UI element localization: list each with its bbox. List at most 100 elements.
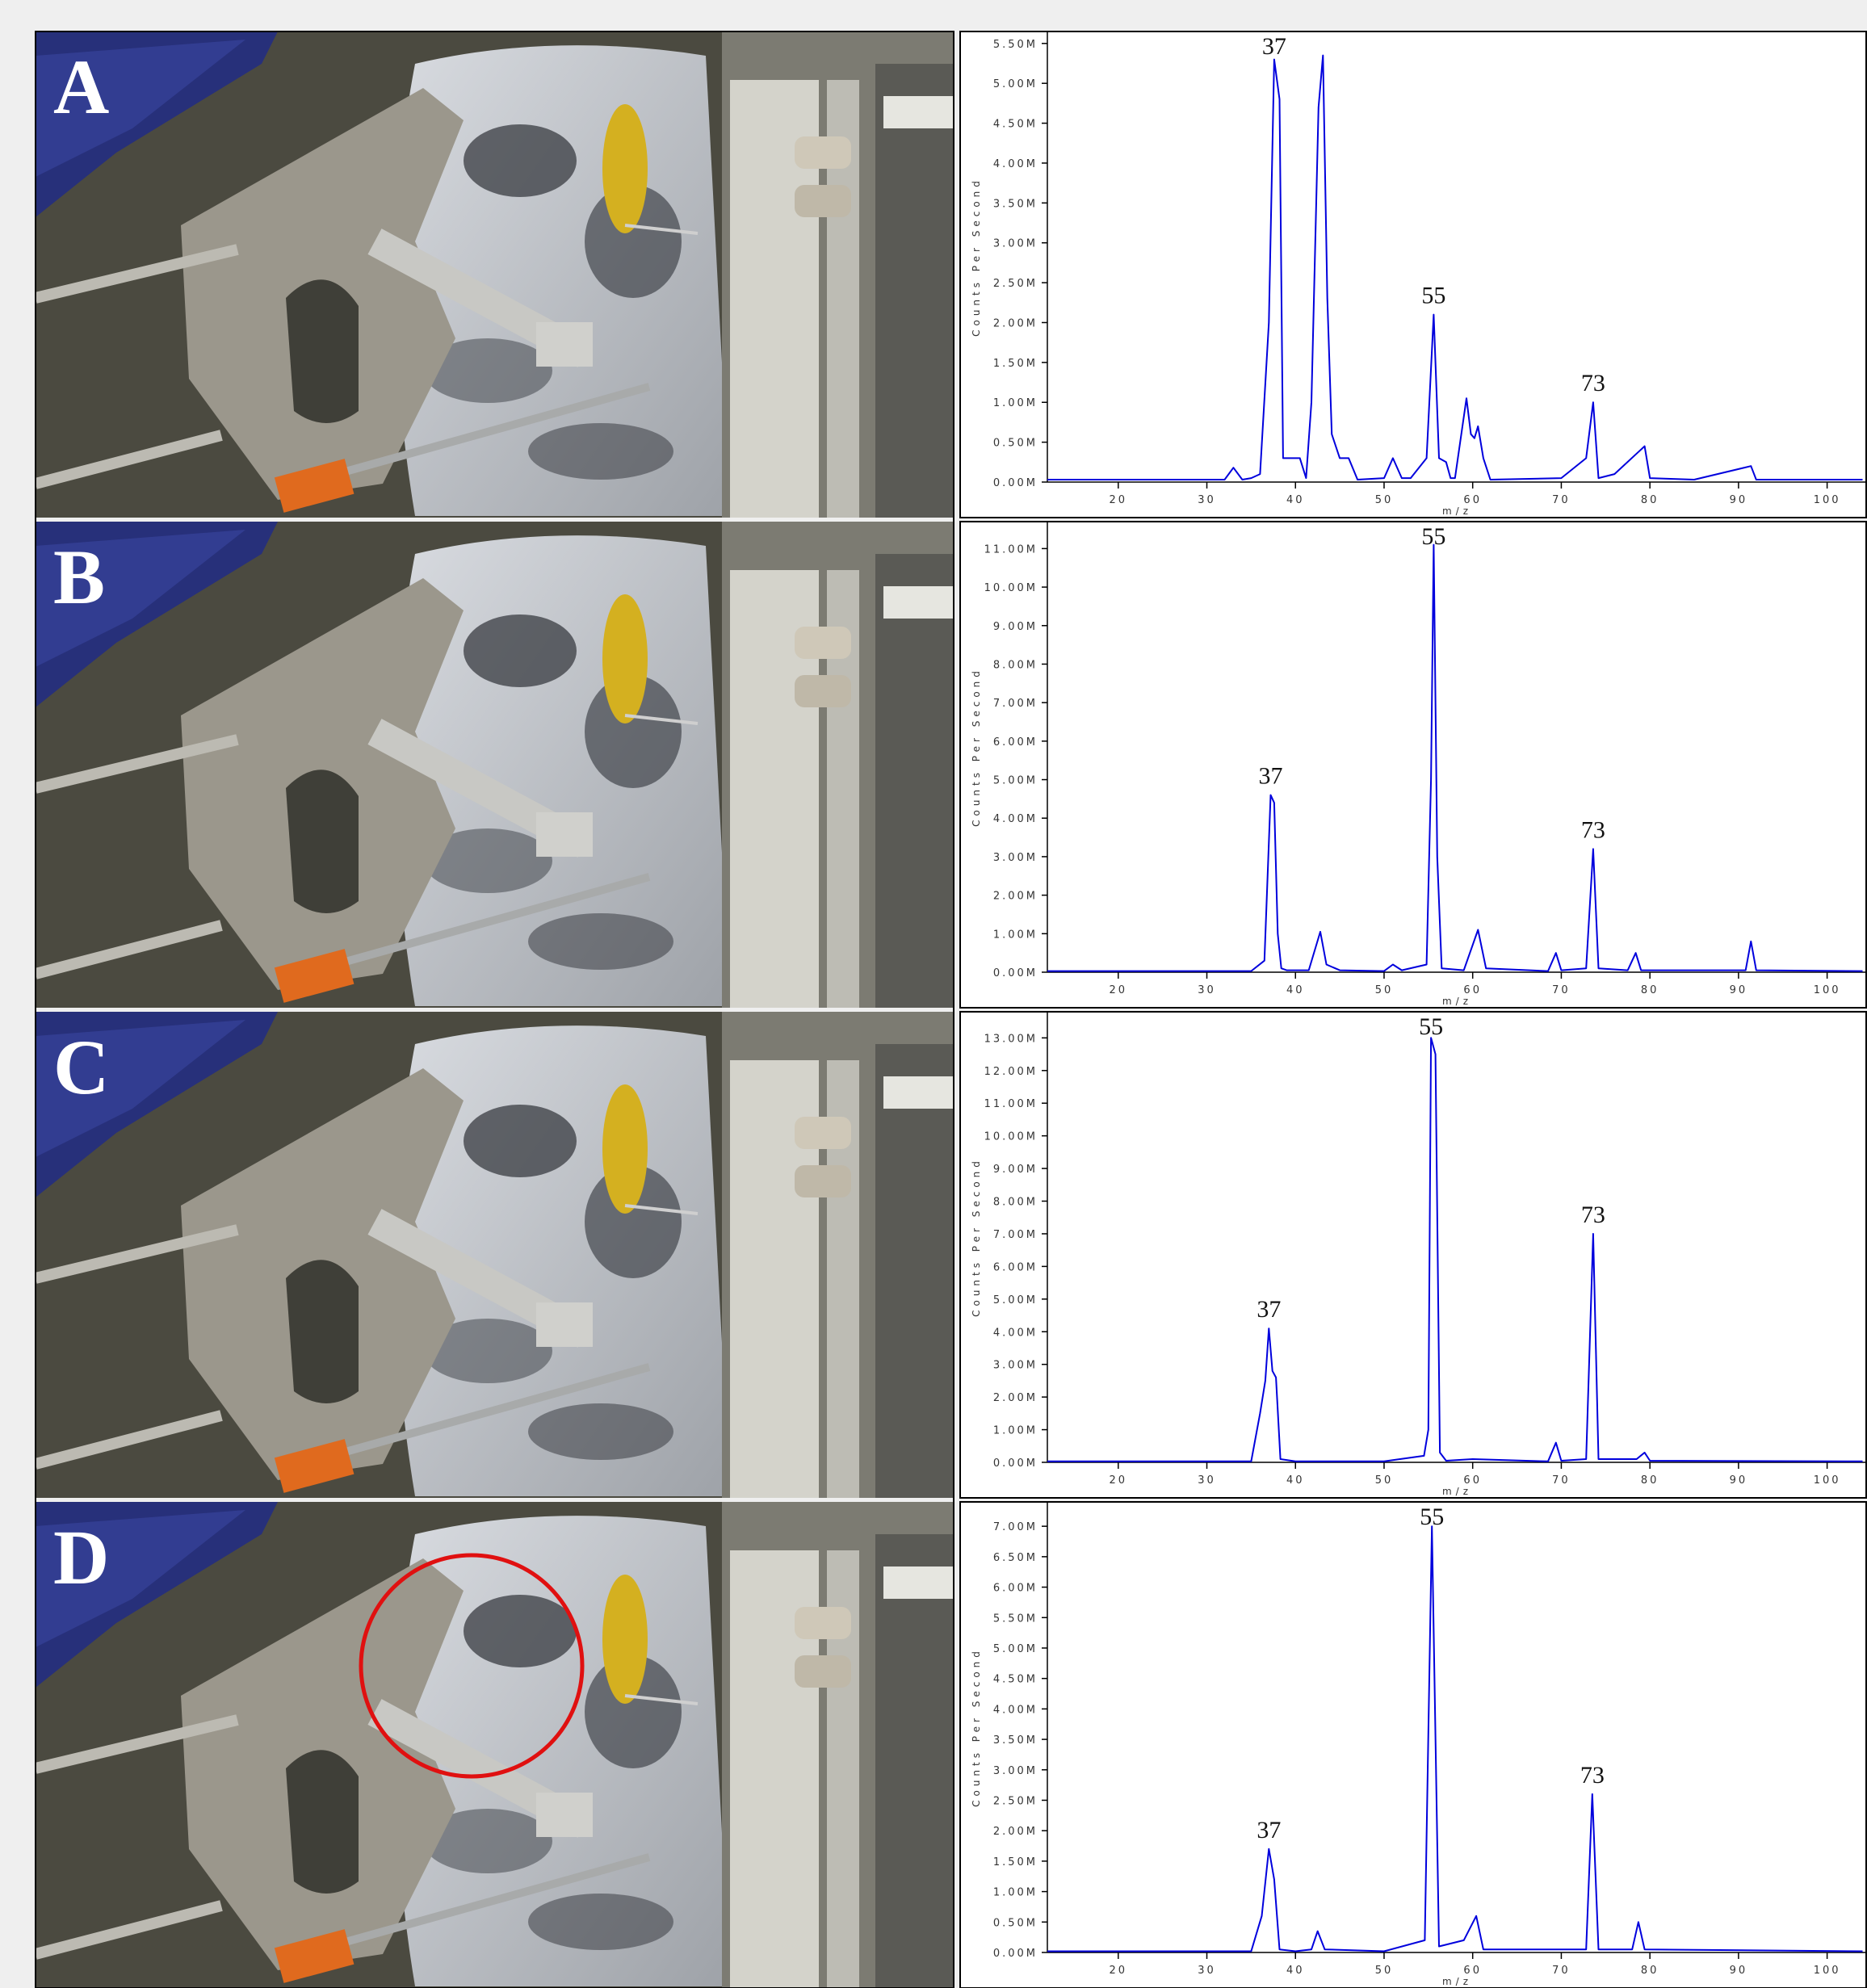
peak-label: 55 xyxy=(1420,1504,1444,1530)
peak-label: 73 xyxy=(1580,1762,1605,1789)
y-tick-label: 10.00M xyxy=(984,1131,1038,1143)
x-tick-label: 30 xyxy=(1198,984,1216,996)
y-tick-label: 8.00M xyxy=(993,1197,1038,1209)
y-tick-label: 13.00M xyxy=(984,1033,1038,1045)
x-tick-label: 40 xyxy=(1286,984,1305,996)
x-tick-label: 60 xyxy=(1463,1965,1482,1977)
y-tick-label: 11.00M xyxy=(984,543,1038,556)
y-tick-label: 3.50M xyxy=(993,1734,1038,1747)
spectrum-line xyxy=(1047,1525,1863,1952)
y-tick-label: 4.00M xyxy=(993,1704,1038,1716)
y-tick-label: 9.00M xyxy=(993,1164,1038,1176)
x-axis-title: m/z xyxy=(1442,1976,1472,1987)
y-tick-label: 1.50M xyxy=(993,1856,1038,1868)
peak-label: 37 xyxy=(1257,1817,1281,1843)
y-tick-label: 2.50M xyxy=(993,278,1038,290)
y-tick-label: 5.50M xyxy=(993,39,1038,51)
y-tick-label: 1.00M xyxy=(993,929,1038,941)
y-tick-label: 2.00M xyxy=(993,891,1038,903)
x-tick-label: 100 xyxy=(1814,1965,1841,1977)
x-tick-label: 90 xyxy=(1730,1965,1748,1977)
y-tick-label: 0.00M xyxy=(993,1457,1038,1470)
x-tick-label: 40 xyxy=(1286,1965,1305,1977)
x-tick-label: 50 xyxy=(1375,1474,1394,1487)
y-tick-label: 10.00M xyxy=(984,582,1038,594)
y-tick-label: 1.00M xyxy=(993,1425,1038,1437)
y-tick-label: 4.00M xyxy=(993,1327,1038,1339)
y-tick-label: 5.00M xyxy=(993,1294,1038,1306)
y-tick-label: 1.00M xyxy=(993,1887,1038,1899)
x-tick-label: 90 xyxy=(1730,1474,1748,1487)
peak-label: 37 xyxy=(1262,33,1286,60)
y-tick-label: 7.00M xyxy=(993,1229,1038,1241)
photo-d xyxy=(36,1502,954,1988)
y-tick-label: 0.50M xyxy=(993,438,1038,450)
photo-c xyxy=(36,1012,954,1498)
x-tick-label: 80 xyxy=(1641,1474,1659,1487)
y-tick-label: 12.00M xyxy=(984,1066,1038,1078)
y-axis-title: Counts Per Second xyxy=(971,667,982,827)
chart-frame xyxy=(959,1011,1867,1499)
y-tick-label: 0.00M xyxy=(993,477,1038,489)
x-axis-title: m/z xyxy=(1442,1486,1472,1497)
x-tick-label: 30 xyxy=(1198,1965,1216,1977)
y-tick-label: 3.00M xyxy=(993,238,1038,250)
peak-label: 73 xyxy=(1581,370,1605,396)
y-tick-label: 0.00M xyxy=(993,1948,1038,1960)
y-tick-label: 2.50M xyxy=(993,1795,1038,1807)
y-tick-label: 0.50M xyxy=(993,1917,1038,1929)
y-tick-label: 8.00M xyxy=(993,659,1038,671)
y-tick-label: 4.50M xyxy=(993,119,1038,131)
y-axis-title: Counts Per Second xyxy=(971,177,982,337)
x-axis-title: m/z xyxy=(1442,996,1472,1007)
y-tick-label: 7.00M xyxy=(993,1521,1038,1533)
x-tick-label: 50 xyxy=(1375,494,1394,506)
x-tick-label: 70 xyxy=(1552,494,1571,506)
x-tick-label: 100 xyxy=(1814,494,1841,506)
spectrum-line xyxy=(1047,54,1863,480)
y-tick-label: 6.00M xyxy=(993,736,1038,749)
y-tick-label: 2.00M xyxy=(993,317,1038,329)
y-tick-label: 2.00M xyxy=(993,1392,1038,1404)
x-axis-title: m/z xyxy=(1442,505,1472,517)
y-tick-label: 6.00M xyxy=(993,1261,1038,1273)
x-tick-label: 80 xyxy=(1641,1965,1659,1977)
peak-label: 37 xyxy=(1259,763,1283,790)
x-tick-label: 100 xyxy=(1814,1474,1841,1487)
peak-label: 55 xyxy=(1421,283,1445,309)
y-tick-label: 6.00M xyxy=(993,1583,1038,1595)
y-tick-label: 5.00M xyxy=(993,1643,1038,1655)
x-tick-label: 90 xyxy=(1730,984,1748,996)
x-tick-label: 40 xyxy=(1286,494,1305,506)
y-tick-label: 5.00M xyxy=(993,78,1038,90)
peak-label: 37 xyxy=(1257,1296,1281,1323)
peak-label: 73 xyxy=(1581,1202,1605,1228)
x-tick-label: 50 xyxy=(1375,1965,1394,1977)
y-tick-label: 3.50M xyxy=(993,198,1038,210)
x-tick-label: 80 xyxy=(1641,984,1659,996)
chart-frame xyxy=(959,31,1867,518)
panel-label: D xyxy=(53,1514,109,1600)
panel-label: A xyxy=(53,44,109,130)
peak-label: 73 xyxy=(1581,816,1605,843)
highlight-circle xyxy=(359,1553,585,1779)
x-tick-label: 60 xyxy=(1463,984,1482,996)
panel-label: C xyxy=(53,1024,109,1110)
x-tick-label: 90 xyxy=(1730,494,1748,506)
y-tick-label: 4.00M xyxy=(993,813,1038,825)
x-tick-label: 50 xyxy=(1375,984,1394,996)
photo-frame xyxy=(35,31,954,1988)
y-tick-label: 1.00M xyxy=(993,397,1038,409)
y-axis-title: Counts Per Second xyxy=(971,1157,982,1317)
y-tick-label: 5.50M xyxy=(993,1613,1038,1625)
chart-frame xyxy=(959,521,1867,1009)
y-tick-label: 0.00M xyxy=(993,967,1038,979)
y-tick-label: 1.50M xyxy=(993,358,1038,370)
y-axis-title: Counts Per Second xyxy=(971,1647,982,1807)
y-tick-label: 9.00M xyxy=(993,621,1038,633)
y-tick-label: 3.00M xyxy=(993,1765,1038,1777)
peak-label: 55 xyxy=(1419,1013,1443,1040)
x-tick-label: 60 xyxy=(1463,1474,1482,1487)
x-tick-label: 20 xyxy=(1110,1965,1128,1977)
